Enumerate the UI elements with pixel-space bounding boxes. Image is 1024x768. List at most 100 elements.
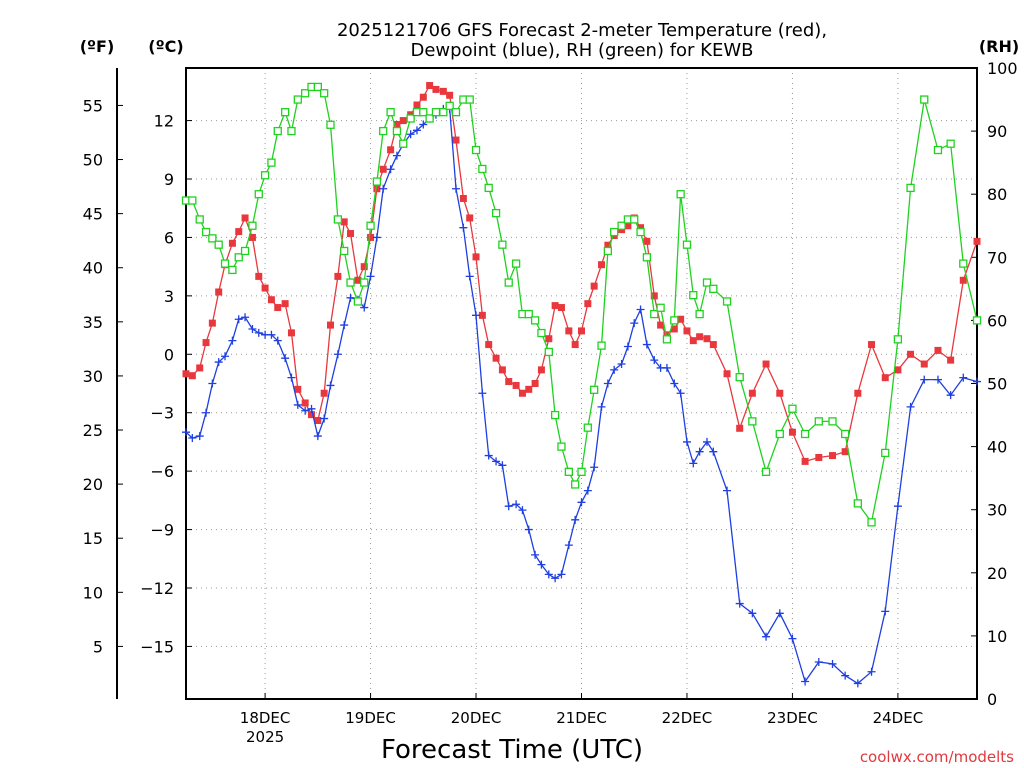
temperature-point (446, 91, 454, 99)
rh-unit-label: (RH) (979, 37, 1019, 56)
rh-point (425, 114, 434, 123)
dewpoint-point (202, 408, 211, 417)
temperature-point (748, 389, 756, 397)
temperature-point (788, 428, 796, 436)
x-tick-label: 22DEC (662, 709, 713, 727)
temperature-point (432, 85, 440, 93)
dewpoint-point (775, 609, 784, 618)
rh-point (234, 253, 243, 262)
temperature-point (485, 341, 493, 349)
temperature-point (518, 389, 526, 397)
chart-title-line2: Dewpoint (blue), RH (green) for KEWB (411, 40, 754, 61)
dewpoint-point (228, 336, 237, 345)
temperature-point (367, 233, 375, 241)
rh-point (893, 335, 903, 344)
rh-point (524, 309, 533, 319)
celsius-tick-label: −15 (140, 637, 174, 656)
rh-point (828, 417, 837, 426)
x-tick-label: 24DEC (873, 709, 924, 727)
rh-point (853, 499, 862, 508)
dewpoint-point (386, 165, 395, 174)
temperature-point (334, 272, 342, 280)
rh-point (484, 183, 493, 193)
rh-point (478, 164, 487, 174)
rh-point (788, 404, 797, 413)
temperature-point (287, 329, 295, 337)
temperature-point (241, 214, 249, 222)
temperature-point (301, 399, 309, 407)
celsius-tick-label: 3 (164, 287, 174, 306)
fahrenheit-tick-label: 35 (83, 313, 103, 332)
rh-point (670, 316, 679, 325)
temperature-point (920, 360, 928, 368)
rh-point (972, 316, 982, 325)
temperature-point (326, 321, 334, 329)
rh-line (186, 86, 978, 524)
dewpoint-point (735, 599, 744, 608)
temperature-point (677, 315, 685, 323)
temperature-point (709, 341, 717, 349)
dewpoint-point (881, 607, 890, 616)
temperature-point (261, 284, 269, 292)
dewpoint-point (893, 502, 902, 511)
rh-point (392, 126, 402, 136)
rh-point (722, 297, 732, 306)
temperature-point (578, 327, 585, 335)
rh-point (630, 215, 639, 224)
rh-point (682, 240, 692, 249)
rh-point (603, 246, 613, 256)
temperature-point (267, 296, 275, 304)
rh-point (267, 158, 276, 167)
fahrenheit-tick-label: 5 (93, 637, 103, 656)
dewpoint-point (959, 373, 968, 382)
temperature-point (815, 454, 823, 462)
celsius-tick-label: 6 (164, 228, 174, 247)
temperature-point (531, 380, 539, 387)
rh-point (360, 278, 369, 287)
rh-tick-label: 10 (987, 627, 1007, 646)
credit-link[interactable]: coolwx.com/modelts (860, 748, 1014, 766)
dewpoint-point (208, 379, 217, 388)
dewpoint-point (465, 272, 474, 281)
temperature-point (478, 311, 486, 319)
dewpoint-point (221, 352, 230, 361)
celsius-unit-label: (ºC) (148, 37, 183, 56)
x-tick-label: 19DEC (345, 709, 396, 727)
temperature-point (959, 276, 967, 284)
temperature-point (202, 339, 210, 347)
dewpoint-point (946, 391, 955, 400)
dewpoint-point (636, 305, 645, 314)
rh-point (841, 429, 850, 439)
dewpoint-point (214, 358, 223, 367)
dewpoint-point (392, 151, 401, 160)
temperature-point (829, 452, 837, 460)
rh-point (689, 291, 698, 300)
temperature-point (294, 385, 302, 393)
temperature-point (255, 272, 263, 280)
temperature-point (492, 354, 500, 362)
rh-point (590, 385, 599, 394)
dewpoint-point (973, 377, 981, 386)
rh-point (748, 417, 757, 426)
temperature-point (399, 117, 407, 125)
fahrenheit-tick-label: 25 (83, 421, 103, 440)
dewpoint-point (307, 404, 316, 413)
rh-point (695, 309, 704, 319)
rh-point (386, 108, 395, 117)
fahrenheit-tick-label: 15 (83, 529, 103, 548)
temperature-point (907, 350, 915, 358)
dewpoint-point (451, 184, 460, 193)
rh-point (800, 429, 810, 439)
rh-point (340, 246, 349, 256)
dewpoint-point (564, 541, 573, 550)
dewpoint-point (492, 457, 501, 466)
rh-point (201, 227, 211, 237)
fahrenheit-tick-label: 20 (83, 475, 103, 494)
dewpoint-series (182, 104, 981, 688)
temperature-point (393, 120, 401, 128)
temperature-point (854, 389, 862, 397)
rh-point (662, 335, 672, 344)
rh-point (881, 448, 890, 458)
dewpoint-point (340, 321, 349, 330)
rh-tick-label: 40 (987, 438, 1007, 457)
